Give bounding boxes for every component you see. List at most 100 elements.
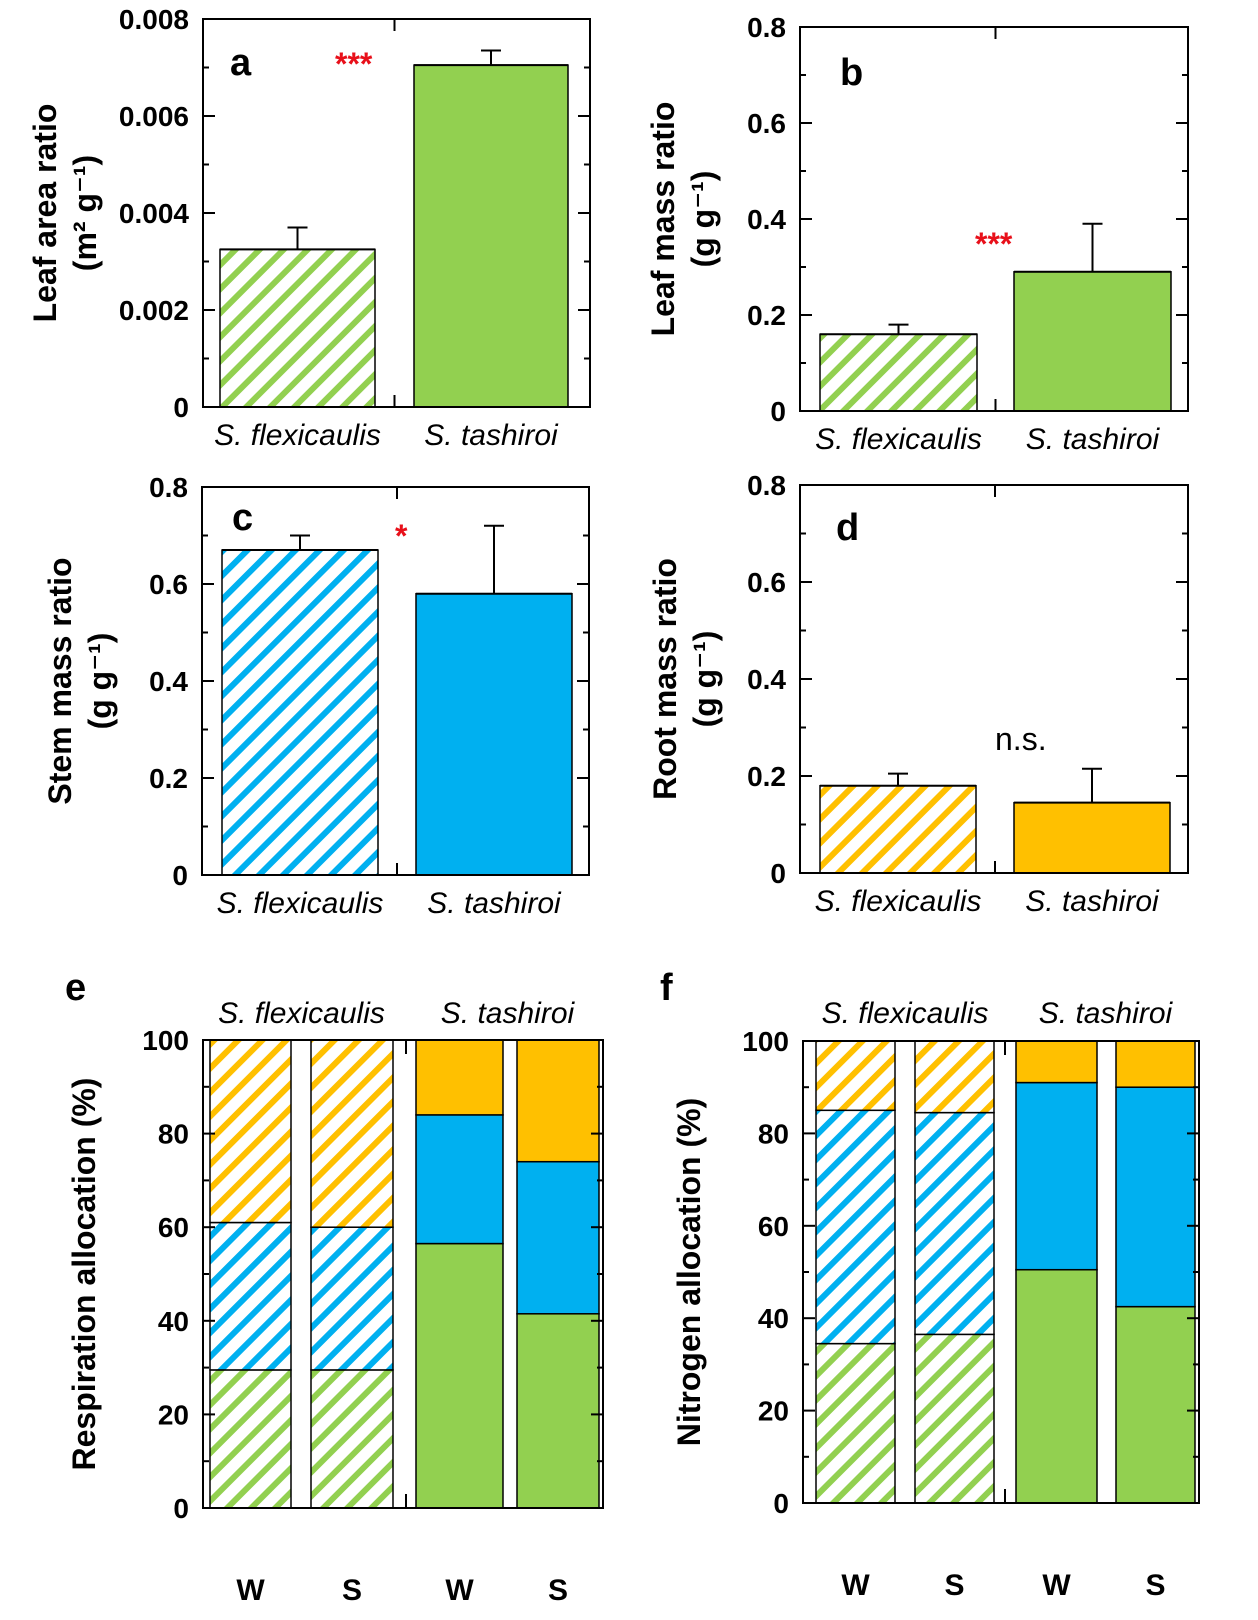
stack-segment-root bbox=[310, 1039, 394, 1228]
y-tick-label: 80 bbox=[158, 1119, 189, 1150]
panel-letter: f bbox=[660, 967, 673, 1009]
y-tick-label: 0.4 bbox=[747, 204, 786, 235]
bar-flexicaulis bbox=[819, 784, 977, 874]
panel-f: W S W S 0 20 40 60 80 100 S. flexicaulis S. tashiro… bbox=[660, 967, 1200, 1602]
species-label: S. flexicaulis bbox=[218, 997, 385, 1030]
x-category-label: S. flexicaulis bbox=[815, 423, 982, 456]
significance-marker: * bbox=[395, 518, 408, 554]
bar-flexicaulis bbox=[221, 549, 379, 876]
y-tick-label: 0.4 bbox=[747, 664, 786, 695]
x-category-label: S bbox=[342, 1574, 362, 1607]
y-tick-label: 0.002 bbox=[119, 295, 189, 326]
y-axis-title: Leaf area ratio (m² g⁻¹) bbox=[27, 104, 103, 323]
x-category-label: W bbox=[841, 1569, 870, 1602]
bar-tashiroi bbox=[1013, 271, 1172, 412]
stack-segment-root bbox=[516, 1039, 600, 1163]
x-category-label: W bbox=[445, 1574, 474, 1607]
stack-segment-leaf bbox=[310, 1369, 394, 1509]
bar-flexicaulis bbox=[819, 333, 978, 412]
panel-letter: b bbox=[840, 52, 863, 94]
panel-letter: e bbox=[65, 967, 86, 1009]
stack-segment-root bbox=[1015, 1040, 1098, 1084]
x-category-label: S. tashiroi bbox=[1025, 885, 1160, 918]
x-category-label: S. flexicaulis bbox=[214, 419, 381, 452]
y-tick-label: 0.8 bbox=[747, 470, 786, 501]
stack-segment-leaf bbox=[209, 1369, 292, 1509]
x-category-label: S bbox=[1145, 1569, 1165, 1602]
panel-letter: a bbox=[230, 42, 252, 84]
panel-b: 0 0.2 0.4 0.6 0.8 S. flexicaulis S. tashiroi b *… bbox=[645, 12, 1189, 456]
y-tick-label: 0 bbox=[773, 1488, 789, 1519]
x-category-label: S. tashiroi bbox=[424, 419, 559, 452]
y-tick-label: 40 bbox=[158, 1306, 189, 1337]
y-tick-label: 0.2 bbox=[747, 761, 786, 792]
x-category-label: S. tashiroi bbox=[427, 887, 562, 920]
y-tick-label: 0.8 bbox=[149, 472, 188, 503]
stack-segment-leaf bbox=[516, 1313, 600, 1509]
y-tick-label: 20 bbox=[758, 1396, 789, 1427]
species-label: S. tashiroi bbox=[1039, 997, 1174, 1030]
y-tick-label: 0.8 bbox=[747, 12, 786, 43]
y-tick-label: 0 bbox=[172, 860, 188, 891]
y-axis-title: Leaf mass ratio (g g⁻¹) bbox=[645, 102, 721, 337]
x-category-label: S. tashiroi bbox=[1026, 423, 1161, 456]
stack-segment-stem bbox=[1015, 1081, 1098, 1271]
y-tick-label: 0 bbox=[770, 396, 786, 427]
stack-segment-stem bbox=[914, 1111, 995, 1336]
stack-segment-stem bbox=[310, 1226, 394, 1371]
y-tick-label: 40 bbox=[758, 1303, 789, 1334]
stack-segment-leaf bbox=[415, 1242, 504, 1509]
species-label: S. tashiroi bbox=[441, 997, 576, 1030]
stack-segment-stem bbox=[1115, 1086, 1196, 1308]
significance-marker: *** bbox=[975, 226, 1013, 262]
panel-letter: d bbox=[836, 507, 859, 549]
y-tick-label: 20 bbox=[158, 1399, 189, 1430]
y-tick-label: 0.006 bbox=[119, 101, 189, 132]
species-label: S. flexicaulis bbox=[822, 997, 989, 1030]
bar-tashiroi bbox=[1013, 801, 1171, 874]
x-category-label: S. flexicaulis bbox=[217, 887, 384, 920]
panel-letter: c bbox=[232, 497, 253, 539]
x-category-label: W bbox=[236, 1574, 265, 1607]
y-axis-title: Respiration allocation (%) bbox=[66, 1078, 102, 1471]
y-tick-label: 0.6 bbox=[747, 567, 786, 598]
y-tick-label: 0.2 bbox=[149, 763, 188, 794]
stack-segment-stem bbox=[209, 1221, 292, 1371]
x-category-label: S bbox=[944, 1569, 964, 1602]
y-tick-label: 0.4 bbox=[149, 666, 188, 697]
x-category-label: S bbox=[548, 1574, 568, 1607]
bar-tashiroi bbox=[415, 592, 573, 876]
significance-marker: *** bbox=[335, 46, 373, 82]
panel-c: 0 0.2 0.4 0.6 0.8 S. flexicaulis S. tashiroi c *… bbox=[42, 472, 590, 920]
y-tick-label: 100 bbox=[742, 1026, 789, 1057]
x-category-label: S. flexicaulis bbox=[815, 885, 982, 918]
y-tick-label: 0.6 bbox=[747, 108, 786, 139]
y-tick-label: 0.008 bbox=[119, 4, 189, 35]
stack-segment-leaf bbox=[914, 1333, 995, 1504]
stack-segment-leaf bbox=[1015, 1268, 1098, 1504]
stack-segment-root bbox=[1115, 1040, 1196, 1088]
y-axis-title: Root mass ratio (g g⁻¹) bbox=[647, 558, 723, 800]
stack-segment-stem bbox=[815, 1109, 896, 1345]
stack-segment-root bbox=[815, 1040, 896, 1112]
stack-segment-stem bbox=[415, 1114, 504, 1245]
panel-a: 0 0.002 0.004 0.006 0.008 S. flexicaulis S. ta… bbox=[27, 4, 591, 452]
bar-flexicaulis bbox=[219, 248, 376, 408]
y-tick-label: 100 bbox=[142, 1025, 189, 1056]
y-tick-label: 0 bbox=[770, 858, 786, 889]
stack-segment-stem bbox=[516, 1160, 600, 1315]
y-axis-title: Nitrogen allocation (%) bbox=[671, 1098, 707, 1446]
y-axis-title: Stem mass ratio (g g⁻¹) bbox=[42, 557, 118, 804]
stack-segment-root bbox=[209, 1039, 292, 1224]
y-tick-label: 0.6 bbox=[149, 569, 188, 600]
significance-marker: n.s. bbox=[995, 721, 1047, 757]
y-tick-label: 60 bbox=[758, 1211, 789, 1242]
x-category-label: W bbox=[1042, 1569, 1071, 1602]
y-tick-label: 0.004 bbox=[119, 198, 189, 229]
y-tick-label: 80 bbox=[758, 1118, 789, 1149]
stack-segment-root bbox=[914, 1040, 995, 1114]
y-tick-label: 0 bbox=[173, 392, 189, 423]
stack-segment-leaf bbox=[1115, 1305, 1196, 1504]
panel-d: 0 0.2 0.4 0.6 0.8 S. flexicaulis S. tashiroi d n… bbox=[647, 470, 1189, 918]
